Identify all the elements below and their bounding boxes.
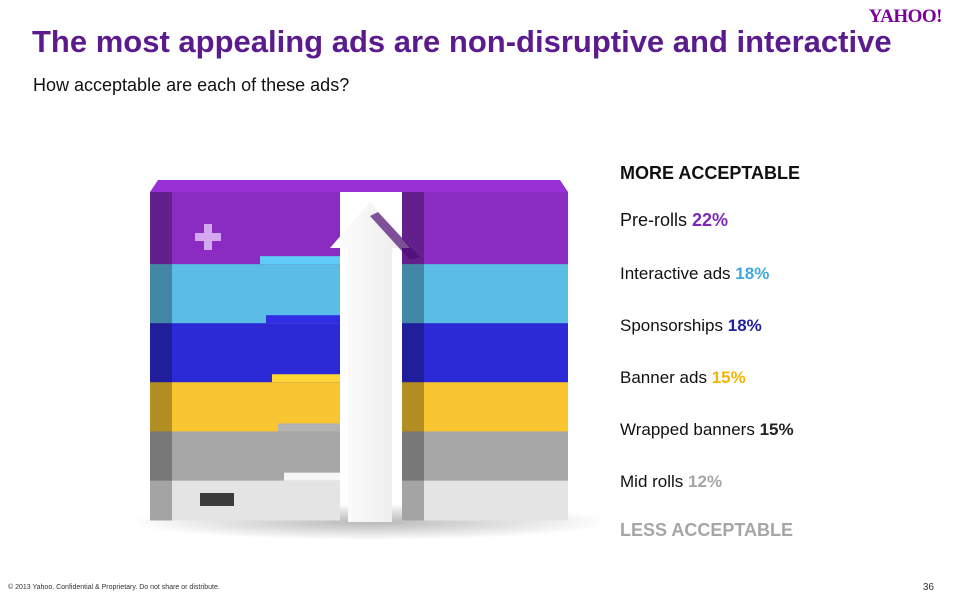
legend-value: 15%	[711, 368, 746, 387]
chart-bar-step	[272, 374, 340, 383]
legend-category: Pre-rolls	[620, 210, 688, 230]
up-arrow	[330, 202, 410, 522]
legend-value: 15%	[759, 420, 794, 439]
legend-item: Pre-rolls 22%	[620, 210, 728, 231]
legend-item: Sponsorships 18%	[620, 316, 762, 336]
chart-bar-left-side	[150, 323, 172, 383]
yahoo-logo: YAHOO!	[868, 6, 943, 27]
legend-value: 22%	[692, 210, 729, 230]
chart-bar-right-side	[402, 382, 424, 432]
chart-bar-right	[424, 192, 568, 265]
chart-bar-step	[284, 472, 340, 481]
chart-bar-step	[266, 315, 340, 324]
legend-value: 18%	[727, 316, 762, 335]
legend-item: Mid rolls 12%	[620, 472, 722, 492]
chart-bar-step	[278, 423, 340, 432]
legend-item: Banner ads 15%	[620, 368, 746, 388]
chart-bar-right-side	[402, 264, 424, 324]
chart-bar-left	[172, 480, 340, 521]
legend-category: Sponsorships	[620, 316, 724, 335]
legend-value: 18%	[735, 264, 770, 283]
chart-bar-right-side	[402, 480, 424, 521]
chart-bar-step	[260, 256, 340, 265]
footer-copyright: © 2013 Yahoo. Confidential & Proprietary…	[8, 584, 220, 591]
block-top-face	[150, 180, 568, 192]
chart-bar-right	[424, 323, 568, 383]
chart-bar-right	[424, 431, 568, 482]
legend-category: Wrapped banners	[620, 420, 755, 439]
chart-bar-left-side	[150, 192, 172, 265]
chart-bar-left	[172, 264, 340, 324]
chart-bar-right-side	[402, 431, 424, 482]
plus-icon	[195, 224, 221, 250]
chart-bar-right-side	[402, 323, 424, 383]
minus-icon	[200, 493, 234, 506]
chart-bar-left-side	[150, 382, 172, 432]
chart-bar-left	[172, 192, 340, 265]
legend-category: Interactive ads	[620, 264, 731, 283]
page-title: The most appealing ads are non-disruptiv…	[32, 24, 892, 59]
more-acceptable-label: MORE ACCEPTABLE	[620, 163, 800, 183]
chart-bar-left-side	[150, 480, 172, 521]
chart-bar-left-side	[150, 431, 172, 482]
legend-category: Mid rolls	[620, 472, 684, 491]
chart-bar-left	[172, 323, 340, 383]
legend-item: Wrapped banners 15%	[620, 420, 794, 440]
chart-bar-right	[424, 480, 568, 521]
chart-bar-left-side	[150, 264, 172, 324]
page-number: 36	[922, 582, 934, 593]
stacked-block-chart	[120, 160, 600, 540]
chart-bar-right	[424, 264, 568, 324]
legend-item: Interactive ads 18%	[620, 264, 769, 284]
less-acceptable-label: LESS ACCEPTABLE	[620, 520, 794, 540]
arrow-shadow	[370, 212, 420, 260]
chart-bar-right	[424, 382, 568, 432]
legend-category: Banner ads	[620, 368, 707, 387]
page-subtitle: How acceptable are each of these ads?	[33, 75, 350, 95]
legend-value: 12%	[688, 472, 723, 491]
chart-svg	[130, 180, 600, 540]
